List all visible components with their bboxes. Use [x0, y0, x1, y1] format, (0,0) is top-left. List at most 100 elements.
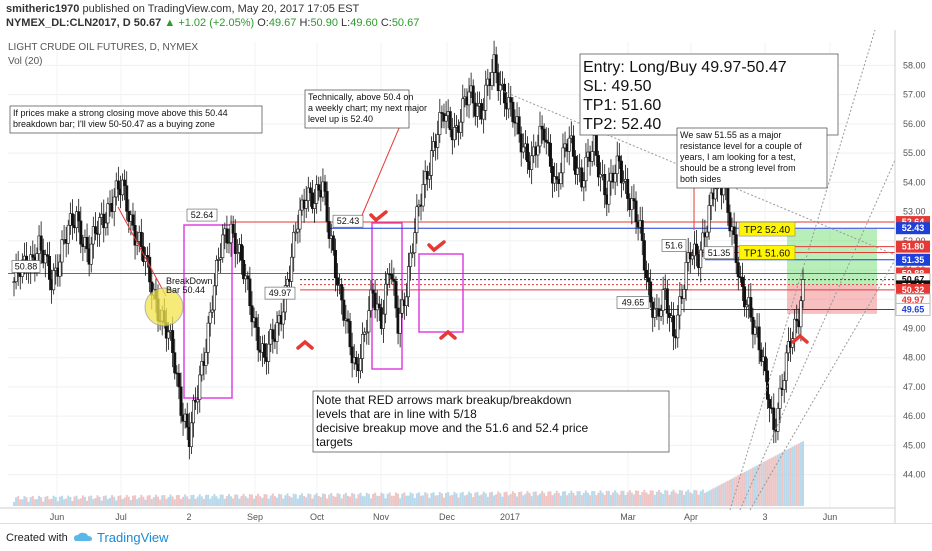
arrow-line-1[interactable]	[117, 206, 167, 297]
price-tag[interactable]	[896, 240, 930, 253]
volume-bar	[624, 494, 627, 506]
candle-body	[125, 185, 129, 212]
volume-bar	[144, 499, 147, 506]
author-name[interactable]: smitheric1970	[6, 3, 80, 15]
price-tag[interactable]	[896, 253, 930, 266]
target-label-box[interactable]	[738, 221, 796, 237]
volume-bar	[290, 497, 293, 506]
volume-bar	[791, 446, 794, 506]
volume-bar	[612, 492, 615, 506]
symbol-label[interactable]: NYMEX_DL:CLN2017, D	[6, 17, 131, 29]
candle-body	[584, 156, 588, 182]
left-annotation-box[interactable]	[9, 105, 263, 134]
volume-bar	[645, 492, 648, 506]
price-tag-label: 50.67	[902, 275, 925, 285]
volume-bar	[269, 495, 272, 506]
volume-bar	[733, 477, 736, 506]
candle-body	[415, 206, 419, 233]
target-zone[interactable]	[787, 229, 877, 286]
target-label-box[interactable]	[738, 245, 796, 260]
volume-bar	[779, 453, 782, 506]
arrow-line-2[interactable]	[359, 113, 406, 221]
candle-body	[452, 127, 456, 141]
entry-annotation-box[interactable]	[579, 53, 839, 136]
volume-bar	[355, 498, 358, 506]
breakdown-circle[interactable]	[144, 287, 184, 327]
volume-bar	[501, 496, 504, 506]
volume-bar	[44, 496, 47, 506]
candle-body	[793, 318, 797, 339]
volume-bar	[100, 500, 103, 506]
close-label: C:	[380, 17, 392, 29]
candle-body	[665, 288, 669, 314]
volume-bar	[509, 493, 512, 506]
volume-bar	[731, 478, 734, 506]
resistance-trendline[interactable]	[499, 89, 896, 256]
volume-bar	[161, 495, 164, 506]
volume-bar	[776, 454, 779, 506]
fan-line-3[interactable]	[749, 259, 896, 511]
right-annotation-box[interactable]	[676, 127, 828, 189]
price-axis[interactable]: 44.0045.0046.0047.0048.0049.0050.0051.00…	[894, 30, 931, 523]
tradingview-link[interactable]: TradingView	[97, 530, 169, 545]
volume-bar	[474, 492, 477, 506]
volume-bar	[708, 490, 711, 506]
volume-bar	[559, 495, 562, 506]
volume-bar	[86, 500, 89, 506]
candle-body	[772, 407, 776, 430]
volume-bar	[390, 495, 393, 506]
volume-bar	[242, 493, 245, 506]
volume-bar	[603, 494, 606, 506]
candle-body	[106, 203, 110, 224]
candle-body	[192, 399, 196, 424]
volume-bar	[165, 498, 168, 506]
volume-bar	[705, 491, 708, 506]
price-tag[interactable]	[896, 222, 930, 235]
candle-body	[173, 352, 177, 374]
entry-annotation-line: Entry: Long/Buy 49.97-50.47	[583, 59, 787, 76]
volume-bar	[388, 492, 391, 506]
candle-body	[281, 311, 285, 325]
volume-bar	[106, 499, 109, 506]
fan-line-1[interactable]	[729, 30, 876, 511]
pink-box-1[interactable]	[183, 224, 233, 399]
price-tag[interactable]	[896, 283, 930, 296]
volume-bar	[349, 496, 352, 506]
volume-bar	[338, 493, 341, 506]
created-with: Created with	[6, 532, 68, 544]
candle-body	[85, 237, 89, 250]
red-arrow-icon	[427, 240, 446, 253]
volume-bar	[257, 493, 260, 506]
volume-bar	[309, 494, 312, 506]
volume-bar	[653, 494, 656, 506]
volume-bar	[186, 496, 189, 506]
volume-bar	[520, 491, 523, 506]
volume-bar	[532, 491, 535, 506]
candle-body	[496, 72, 500, 91]
level-label: 51.35	[708, 248, 731, 258]
volume-bar	[184, 494, 187, 506]
open-label: O:	[257, 17, 269, 29]
volume-bar	[336, 493, 339, 506]
candle-body	[555, 176, 559, 180]
mid-annotation-box[interactable]	[304, 89, 410, 129]
volume-bar	[152, 497, 155, 506]
candle-body	[336, 277, 340, 286]
volume-bar	[81, 495, 84, 506]
volume-bar	[795, 444, 798, 506]
bottom-annotation-box[interactable]	[312, 390, 670, 453]
time-axis[interactable]: Jun Jul 2 Sep Oct Nov Dec 2017 Mar Apr 3 Jun	[0, 507, 895, 522]
volume-bar	[284, 495, 287, 506]
volume-bar	[480, 494, 483, 506]
candle-body	[77, 211, 81, 222]
volume-bar	[589, 495, 592, 506]
volume-bar	[486, 496, 489, 506]
candle-body	[736, 262, 740, 278]
pink-box-3[interactable]	[418, 253, 464, 333]
volume-bar	[52, 495, 55, 506]
candle-body	[571, 135, 575, 157]
candle-body	[642, 240, 646, 271]
price-tag[interactable]	[895, 302, 931, 316]
price-chart[interactable]: 44.0045.0046.0047.0048.0049.0050.0051.00…	[0, 30, 932, 523]
volume-bar	[649, 490, 652, 506]
